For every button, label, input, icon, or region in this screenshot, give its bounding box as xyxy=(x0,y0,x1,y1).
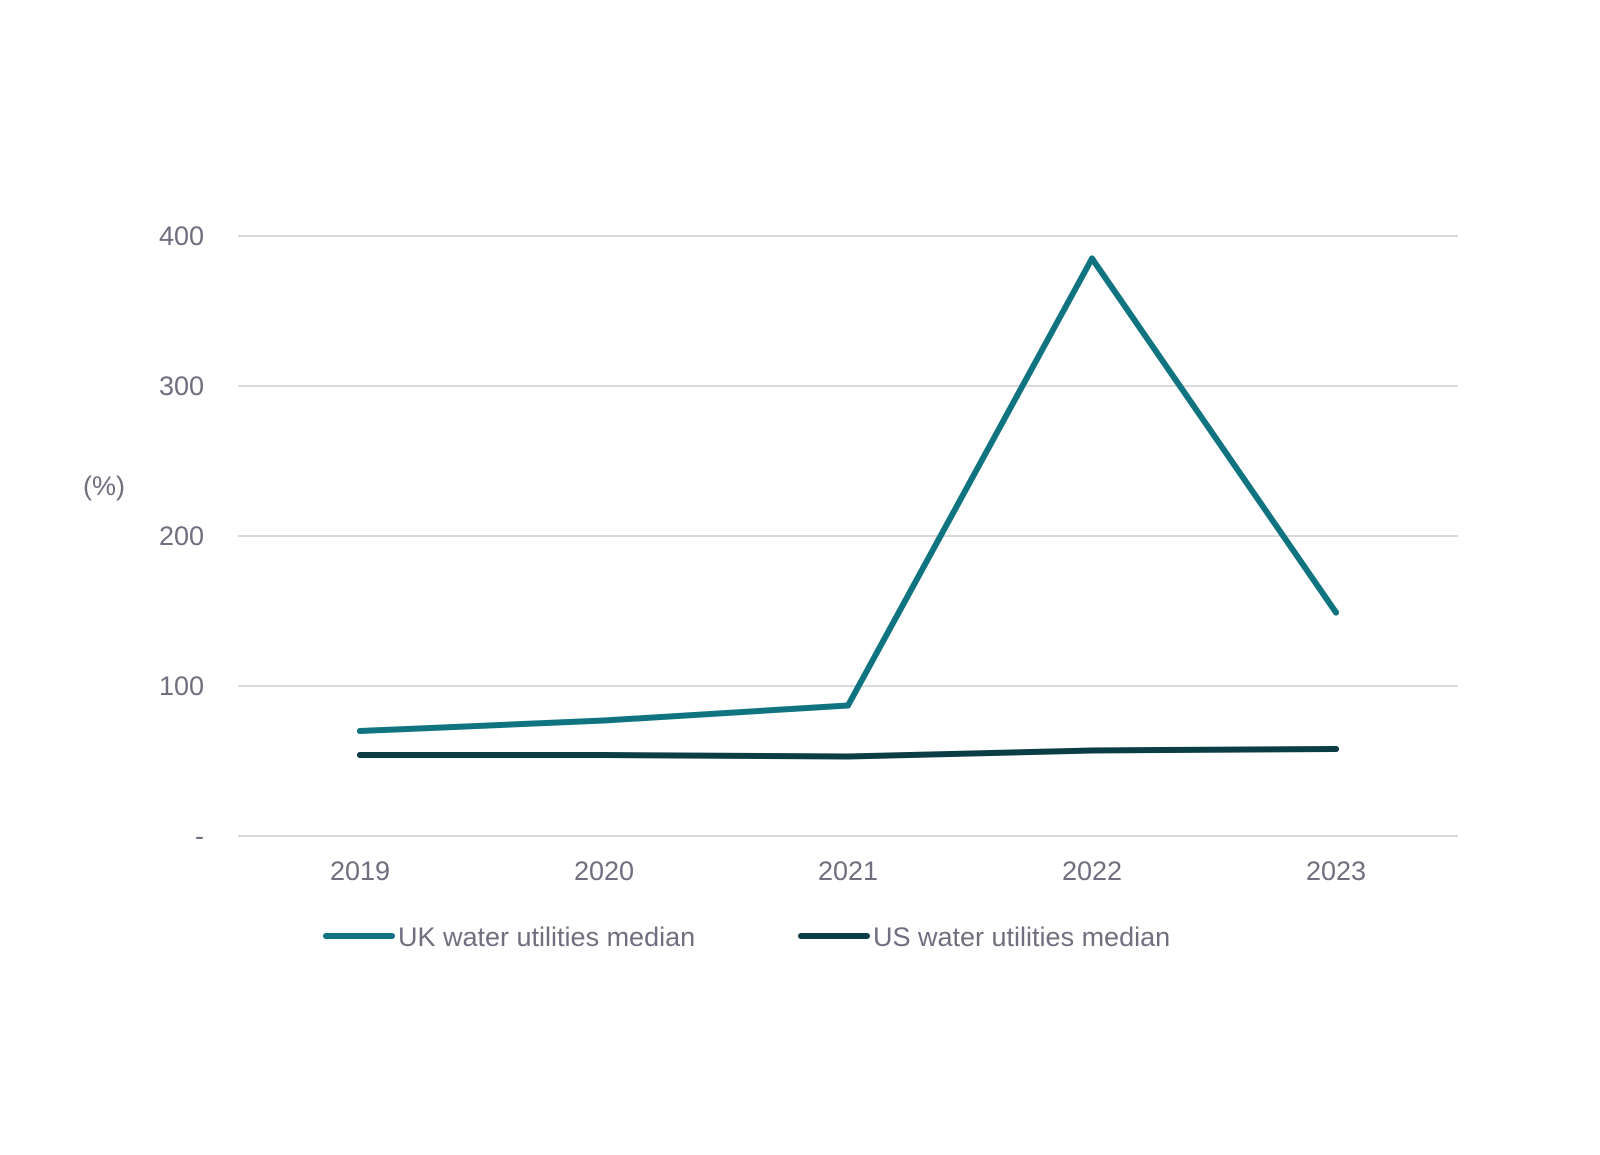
data-point xyxy=(357,728,363,734)
data-point xyxy=(1089,747,1095,754)
y-tick-label: 400 xyxy=(159,221,204,251)
y-tick-label: 200 xyxy=(159,521,204,551)
x-tick-label-2023: 2023 xyxy=(1306,856,1366,886)
y-axis-ticks: - 100 200 300 400 xyxy=(159,221,204,851)
y-tick-label: - xyxy=(195,821,204,851)
x-axis-ticks: 2019 2020 2021 2022 2023 xyxy=(330,856,1366,886)
x-tick-label-2022: 2022 xyxy=(1062,856,1122,886)
x-tick-label-2020: 2020 xyxy=(574,856,634,886)
y-tick-label: 100 xyxy=(159,671,204,701)
legend: UK water utilities median US water utilit… xyxy=(323,922,1170,952)
data-point xyxy=(601,752,607,758)
series-lines xyxy=(357,255,1339,760)
y-tick-label: 300 xyxy=(159,371,204,401)
x-tick-label-2019: 2019 xyxy=(330,856,390,886)
data-point xyxy=(845,702,851,709)
data-point xyxy=(357,752,363,758)
gridlines xyxy=(238,235,1458,837)
data-point xyxy=(845,753,851,760)
legend-label-us: US water utilities median xyxy=(873,922,1170,952)
y-axis-label: (%) xyxy=(83,471,125,501)
data-point xyxy=(1089,255,1095,262)
data-point xyxy=(1333,609,1339,616)
data-point xyxy=(1333,746,1339,752)
series-line-uk xyxy=(357,255,1339,734)
legend-label-uk: UK water utilities median xyxy=(398,922,695,952)
data-point xyxy=(601,717,607,724)
x-tick-label-2021: 2021 xyxy=(818,856,878,886)
